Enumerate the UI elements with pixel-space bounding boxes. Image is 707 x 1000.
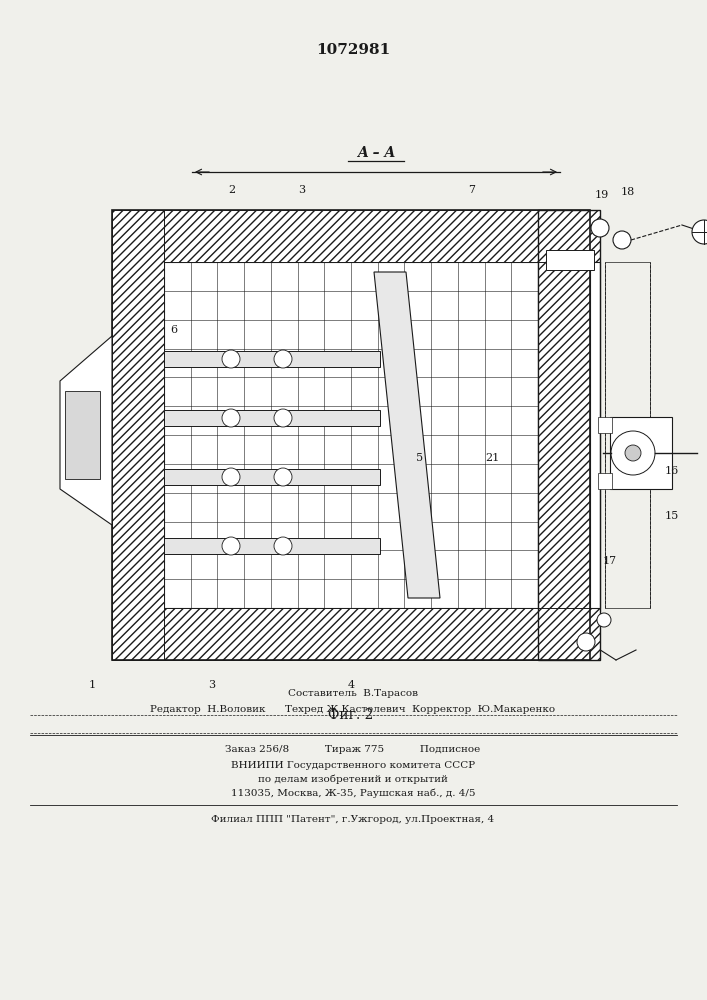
- Text: 17: 17: [603, 556, 617, 566]
- Bar: [112, 210, 164, 660]
- Bar: [164, 351, 380, 367]
- Text: 18: 18: [621, 187, 635, 197]
- Bar: [590, 262, 600, 608]
- Circle shape: [692, 220, 707, 244]
- Polygon shape: [374, 272, 440, 598]
- Bar: [538, 210, 600, 262]
- Bar: [112, 210, 590, 262]
- Text: Составитель  В.Тарасов: Составитель В.Тарасов: [288, 688, 418, 698]
- Bar: [65, 391, 100, 479]
- Bar: [546, 250, 594, 270]
- Bar: [164, 469, 380, 485]
- Text: 1072981: 1072981: [316, 43, 390, 57]
- Bar: [598, 417, 612, 433]
- Bar: [164, 410, 380, 426]
- Polygon shape: [60, 336, 112, 525]
- Circle shape: [222, 409, 240, 427]
- Text: по делам изобретений и открытий: по делам изобретений и открытий: [258, 774, 448, 784]
- Circle shape: [274, 409, 292, 427]
- Bar: [610, 417, 672, 489]
- Text: Фиг. 2: Фиг. 2: [328, 708, 374, 722]
- Text: 3: 3: [298, 185, 305, 195]
- Circle shape: [222, 468, 240, 486]
- Circle shape: [613, 231, 631, 249]
- Text: 7: 7: [469, 185, 476, 195]
- Text: Редактор  Н.Воловик      Техред Ж.Кастелевич  Корректор  Ю.Макаренко: Редактор Н.Воловик Техред Ж.Кастелевич К…: [151, 706, 556, 714]
- Circle shape: [274, 537, 292, 555]
- Text: 3: 3: [209, 680, 216, 690]
- Circle shape: [274, 468, 292, 486]
- Text: 1: 1: [88, 680, 95, 690]
- Circle shape: [222, 350, 240, 368]
- Text: A – A: A – A: [357, 146, 395, 160]
- Bar: [538, 210, 600, 660]
- Circle shape: [591, 219, 609, 237]
- Text: 2: 2: [228, 185, 235, 195]
- Circle shape: [274, 350, 292, 368]
- Bar: [538, 608, 600, 660]
- Text: 6: 6: [170, 325, 177, 335]
- Bar: [164, 262, 538, 608]
- Bar: [598, 473, 612, 489]
- Bar: [112, 210, 590, 660]
- Text: Филиал ППП "Патент", г.Ужгород, ул.Проектная, 4: Филиал ППП "Патент", г.Ужгород, ул.Проек…: [211, 816, 495, 824]
- Text: 113035, Москва, Ж-35, Раушская наб., д. 4/5: 113035, Москва, Ж-35, Раушская наб., д. …: [230, 788, 475, 798]
- Text: 4: 4: [347, 680, 355, 690]
- Circle shape: [611, 431, 655, 475]
- Text: 19: 19: [595, 190, 609, 200]
- Bar: [605, 262, 650, 608]
- Bar: [164, 538, 380, 554]
- Bar: [538, 210, 590, 660]
- Bar: [112, 608, 590, 660]
- Text: 21: 21: [485, 453, 499, 463]
- Text: 15: 15: [665, 511, 679, 521]
- Text: 5: 5: [416, 453, 423, 463]
- Circle shape: [222, 537, 240, 555]
- Text: 16: 16: [665, 466, 679, 476]
- Circle shape: [577, 633, 595, 651]
- Text: ВНИИПИ Государственного комитета СССР: ВНИИПИ Государственного комитета СССР: [231, 760, 475, 770]
- Circle shape: [597, 613, 611, 627]
- Circle shape: [625, 445, 641, 461]
- Text: Заказ 256/8           Тираж 775           Подписное: Заказ 256/8 Тираж 775 Подписное: [226, 746, 481, 754]
